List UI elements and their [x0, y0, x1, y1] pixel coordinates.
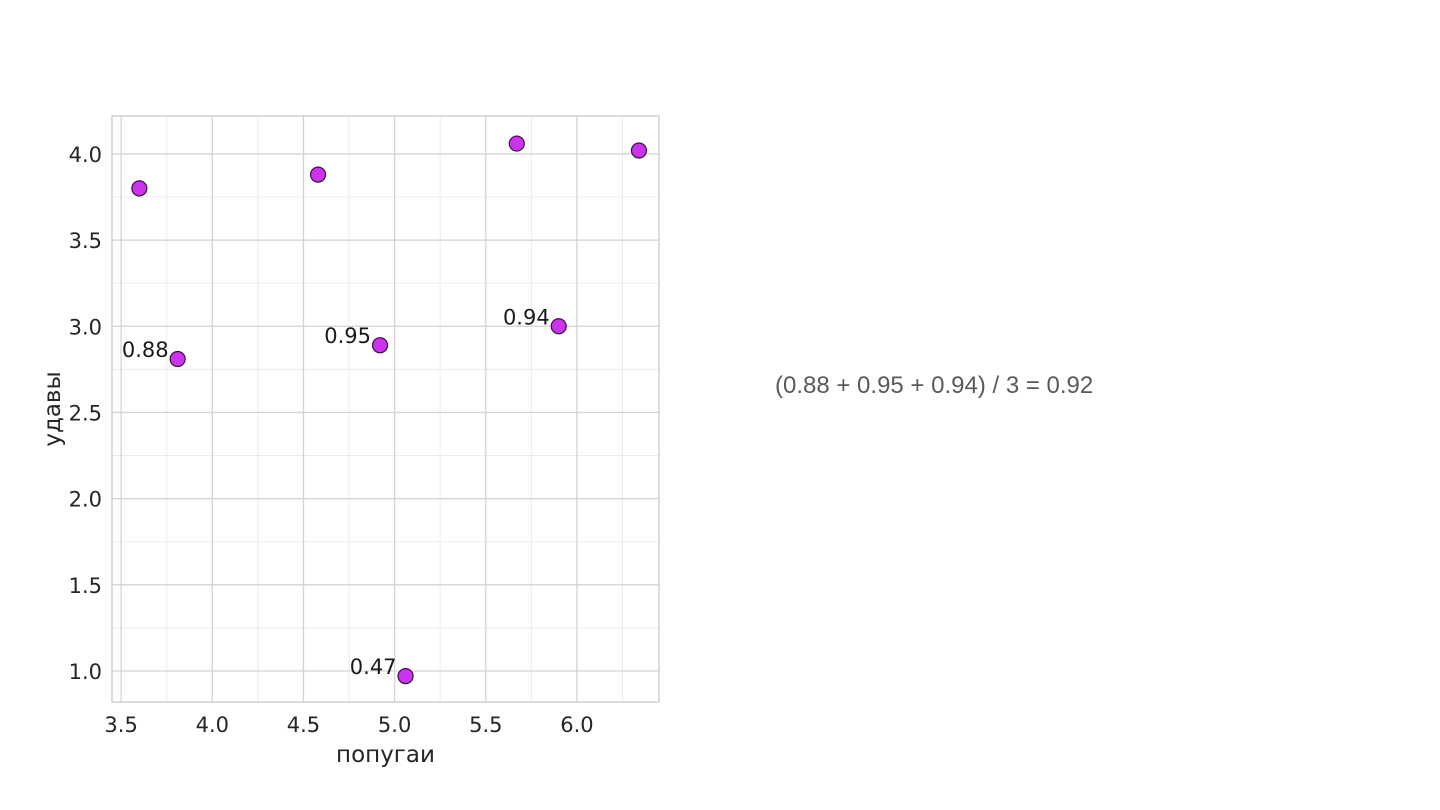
scatter-point [371, 337, 389, 354]
scatter-point [630, 142, 648, 159]
scatter-point [550, 318, 567, 335]
y-tick-label: 1.0 [69, 660, 102, 684]
x-axis-label: попугаи [336, 742, 435, 768]
scatter-point [131, 180, 148, 197]
scatter-point [169, 350, 186, 368]
y-tick-label: 3.5 [69, 229, 102, 253]
y-tick-label: 3.0 [69, 315, 102, 339]
scatter-point [397, 668, 414, 685]
points [131, 135, 648, 685]
y-axis-label: удавы [40, 371, 66, 446]
x-tick-label: 4.0 [196, 713, 229, 737]
x-tick-label: 4.5 [287, 713, 320, 737]
point-value-label: 0.88 [122, 338, 169, 362]
x-tick-label: 6.0 [560, 713, 593, 737]
scatter-point [508, 135, 525, 152]
point-value-label: 0.47 [350, 655, 397, 679]
y-tick-label: 4.0 [69, 143, 102, 167]
point-value-label: 0.94 [503, 305, 550, 329]
tick-labels: 3.5 4.0 4.5 5.0 5.5 6.0 1.0 1.5 2.0 2.5 3.0 3.5 4.0 [69, 143, 594, 737]
x-tick-label: 5.0 [378, 713, 411, 737]
y-tick-label: 1.5 [69, 574, 102, 598]
x-tick-label: 3.5 [104, 713, 137, 737]
x-tick-label: 5.5 [469, 713, 502, 737]
point-value-label: 0.95 [324, 324, 371, 348]
scatter-point [309, 166, 327, 183]
grid [112, 116, 659, 702]
y-tick-label: 2.0 [69, 488, 102, 512]
plot-frame [111, 115, 660, 703]
y-tick-label: 2.5 [69, 401, 102, 425]
point-labels: 0.88 0.95 0.47 0.94 [122, 305, 550, 679]
mean-formula: (0.88 + 0.95 + 0.94) / 3 = 0.92 [775, 372, 1094, 399]
